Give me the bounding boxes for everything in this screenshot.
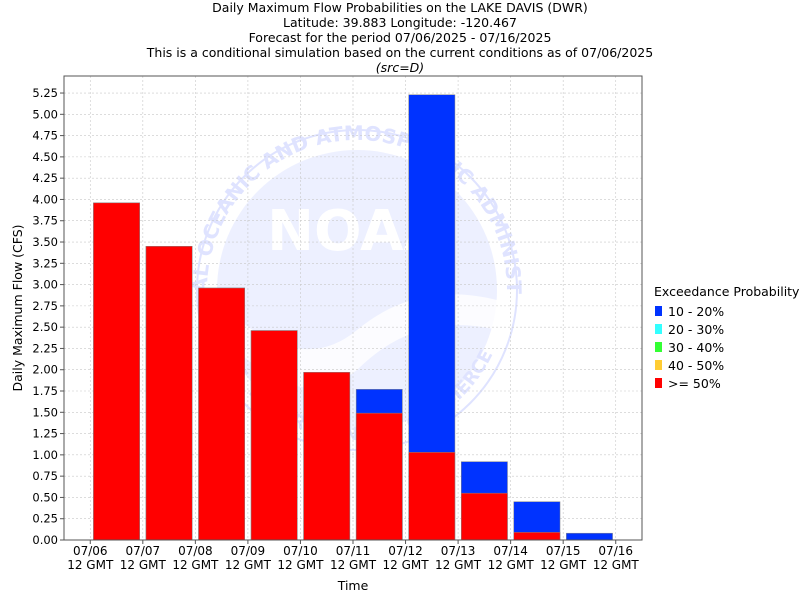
y-tick-label: 3.25: [32, 256, 58, 270]
y-axis-ticks: 0.00 0.25 0.50 0.75 1.00 1.25 1.50 1.75 2.00 2.25…: [32, 86, 64, 547]
x-tick-label-time: 12 GMT: [383, 558, 430, 572]
y-tick-label: 4.00: [32, 192, 58, 206]
y-tick-label: 4.25: [32, 171, 58, 185]
x-tick-label-time: 12 GMT: [330, 558, 377, 572]
legend-item-20-30: 20 - 30%: [654, 320, 799, 338]
chart-subtitle-conditions: This is a conditional simulation based o…: [146, 45, 654, 60]
y-tick-label: 2.25: [32, 341, 58, 355]
bars: [93, 94, 613, 541]
x-tick-label-time: 12 GMT: [120, 558, 167, 572]
legend-swatch: [655, 342, 662, 352]
bar--50--8: [513, 532, 561, 541]
y-tick-label: 1.75: [32, 384, 58, 398]
y-tick-label: 1.00: [32, 448, 58, 462]
bar--50--4: [303, 372, 351, 541]
legend-item-50-plus: >= 50%: [654, 374, 799, 392]
legend-label: >= 50%: [668, 375, 721, 391]
x-tick-label-time: 12 GMT: [488, 558, 535, 572]
y-tick-label: 4.75: [32, 129, 58, 143]
x-axis-label: Time: [337, 578, 369, 593]
bar--50--0: [93, 202, 140, 541]
y-tick-label: 3.50: [32, 235, 58, 249]
x-tick-label-date: 07/13: [441, 544, 476, 558]
y-tick-label: 0.50: [32, 490, 58, 504]
y-tick-label: 4.50: [32, 150, 58, 164]
legend-swatch: [655, 378, 662, 388]
legend-label: 40 - 50%: [668, 357, 725, 373]
x-tick-label-time: 12 GMT: [225, 558, 272, 572]
y-axis-label: Daily Maximum Flow (CFS): [10, 224, 25, 391]
chart-title-block: Daily Maximum Flow Probabilities on the …: [0, 0, 800, 75]
bar--50--2: [198, 287, 246, 541]
x-tick-label-date: 07/08: [178, 544, 213, 558]
x-tick-label-time: 12 GMT: [277, 558, 324, 572]
legend: Exceedance Probability 10 - 20% 20 - 30%…: [654, 284, 799, 392]
x-tick-label-date: 07/16: [598, 544, 633, 558]
x-tick-label-date: 07/11: [336, 544, 371, 558]
x-tick-label-date: 07/06: [73, 544, 108, 558]
bar--50--1: [145, 246, 193, 541]
y-tick-label: 5.00: [32, 107, 58, 121]
legend-item-40-50: 40 - 50%: [654, 356, 799, 374]
source-note: (src=D): [375, 60, 425, 75]
legend-item-30-40: 30 - 40%: [654, 338, 799, 356]
y-tick-label: 0.00: [32, 533, 58, 547]
y-tick-label: 5.25: [32, 86, 58, 100]
chart-subtitle-period: Forecast for the period 07/06/2025 - 07/…: [248, 30, 552, 45]
bar--50--5: [355, 412, 403, 541]
legend-label: 30 - 40%: [668, 339, 725, 355]
x-tick-label-date: 07/10: [283, 544, 318, 558]
bar-10-20--9: [566, 532, 613, 541]
y-tick-label: 2.75: [32, 299, 58, 313]
y-tick-label: 3.75: [32, 214, 58, 228]
bar--50--3: [250, 330, 298, 541]
x-tick-label-time: 12 GMT: [540, 558, 587, 572]
x-tick-label-date: 07/12: [388, 544, 423, 558]
y-tick-label: 1.50: [32, 405, 58, 419]
y-tick-label: 2.00: [32, 363, 58, 377]
y-tick-label: 0.75: [32, 469, 58, 483]
y-tick-label: 1.25: [32, 427, 58, 441]
bar--50--7: [460, 492, 508, 541]
x-tick-label-time: 12 GMT: [67, 558, 114, 572]
x-tick-label-time: 12 GMT: [172, 558, 219, 572]
y-tick-label: 3.00: [32, 278, 58, 292]
legend-swatch: [655, 360, 662, 370]
legend-title: Exceedance Probability: [654, 284, 800, 299]
legend-swatch: [655, 306, 662, 316]
bar--50--6: [408, 452, 456, 541]
x-tick-label-time: 12 GMT: [435, 558, 482, 572]
legend-swatch: [655, 324, 662, 334]
chart-title: Daily Maximum Flow Probabilities on the …: [212, 0, 588, 15]
x-tick-label-date: 07/15: [546, 544, 581, 558]
legend-item-10-20: 10 - 20%: [654, 302, 799, 320]
x-tick-label-date: 07/07: [126, 544, 161, 558]
chart-subtitle-location: Latitude: 39.883 Longitude: -120.467: [283, 15, 517, 30]
y-tick-label: 2.50: [32, 320, 58, 334]
legend-label: 10 - 20%: [668, 303, 725, 319]
legend-label: 20 - 30%: [668, 321, 725, 337]
y-tick-label: 0.25: [32, 512, 58, 526]
x-tick-label-date: 07/09: [231, 544, 266, 558]
x-tick-label-time: 12 GMT: [593, 558, 640, 572]
x-tick-label-date: 07/14: [493, 544, 528, 558]
